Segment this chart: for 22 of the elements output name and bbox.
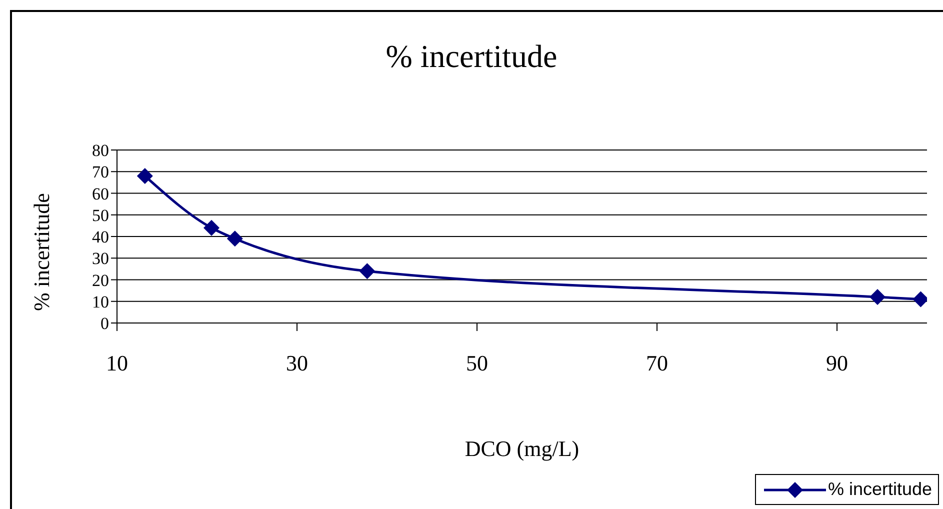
x-tick-label: 50 [466,350,488,376]
legend-label: % incertitude [828,479,932,500]
y-tick-label: 20 [92,270,109,290]
x-axis-title: DCO (mg/L) [464,436,580,462]
y-tick-label: 0 [100,314,109,334]
point [359,263,376,280]
y-tick-label: 30 [92,249,109,268]
point [204,220,220,236]
x-tick-label: 70 [646,350,668,376]
y-tick-label: 10 [92,292,109,312]
point [136,168,153,184]
x-tick-label: 30 [286,350,308,376]
y-axis-title: % incertitude [29,193,55,311]
y-tick-label: 80 [92,141,109,160]
chart-title: % incertitude [384,38,558,75]
y-tick-label: 70 [92,162,109,182]
point [870,289,886,306]
x-tick-label: 90 [826,350,848,376]
y-tick-label: 60 [92,184,109,204]
point [226,230,243,247]
y-tick-label: 40 [92,228,109,247]
y-tick-label: 50 [92,206,109,225]
